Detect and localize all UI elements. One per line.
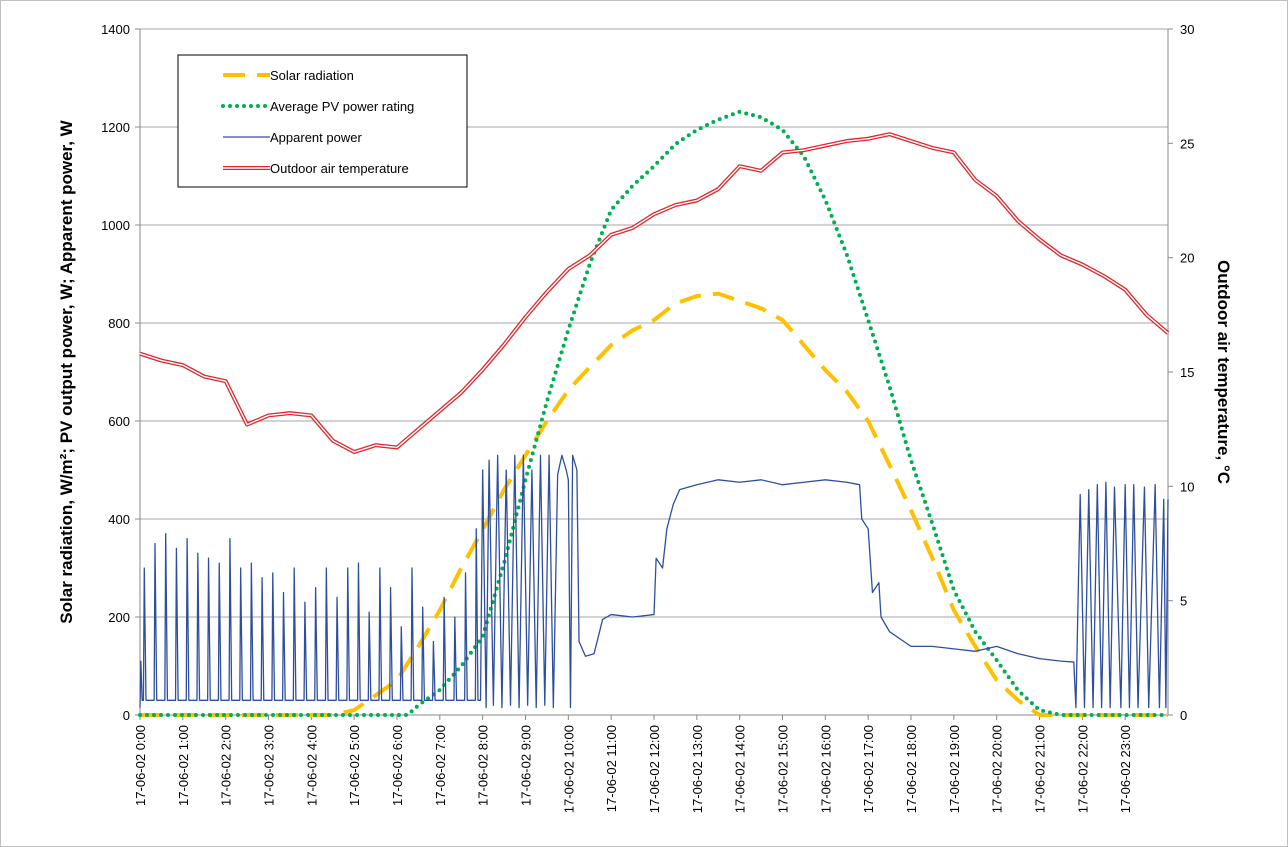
series-line — [139, 454, 1169, 709]
x-tick-label: 17-06-02 16:00 — [818, 725, 833, 813]
x-tick-label: 17-06-02 20:00 — [990, 725, 1005, 813]
x-tick-label: 17-06-02 2:00 — [219, 725, 234, 806]
y2-tick-label: 15 — [1180, 365, 1194, 380]
y2-tick-label: 30 — [1180, 22, 1194, 37]
x-tick-label: 17-06-02 10:00 — [561, 725, 576, 813]
x-tick-label: 17-06-02 11:00 — [604, 725, 619, 812]
legend-label: Average PV power rating — [270, 99, 414, 114]
x-tick-label: 17-06-02 21:00 — [1033, 725, 1048, 813]
y2-tick-label: 10 — [1180, 479, 1194, 494]
y-tick-label: 1200 — [101, 120, 130, 135]
y2-tick-label: 0 — [1180, 708, 1187, 723]
x-tick-label: 17-06-02 7:00 — [433, 725, 448, 806]
y-tick-label: 0 — [123, 708, 130, 723]
y-tick-label: 800 — [108, 316, 130, 331]
x-tick-label: 17-06-02 17:00 — [861, 725, 876, 813]
x-tick-label: 17-06-02 5:00 — [347, 725, 362, 806]
series-line — [139, 133, 1169, 453]
y-tick-label: 1400 — [101, 22, 130, 37]
y2-axis-title: Outdoor air temperature, °C — [1214, 260, 1233, 484]
x-tick-label: 17-06-02 14:00 — [733, 725, 748, 813]
x-tick-label: 17-06-02 19:00 — [947, 725, 962, 813]
y-tick-label: 600 — [108, 414, 130, 429]
y2-tick-label: 25 — [1180, 136, 1194, 151]
series-line — [140, 291, 1168, 717]
x-tick-label: 17-06-02 23:00 — [1118, 725, 1133, 813]
x-tick-label: 17-06-02 18:00 — [904, 725, 919, 813]
y2-tick-label: 5 — [1180, 594, 1187, 609]
legend-label: Outdoor air temperature — [270, 161, 409, 176]
x-tick-label: 17-06-02 3:00 — [262, 725, 277, 806]
legend-label: Apparent power — [270, 130, 362, 145]
y-tick-label: 1000 — [101, 218, 130, 233]
x-tick-label: 17-06-02 15:00 — [776, 725, 791, 813]
x-tick-label: 17-06-02 9:00 — [519, 725, 534, 806]
x-tick-label: 17-06-02 4:00 — [304, 725, 319, 806]
x-tick-label: 17-06-02 6:00 — [390, 725, 405, 806]
legend-label: Solar radiation — [270, 68, 354, 83]
x-tick-label: 17-06-02 1:00 — [176, 725, 191, 806]
x-tick-label: 17-06-02 22:00 — [1075, 725, 1090, 813]
x-tick-label: 17-06-02 8:00 — [476, 725, 491, 806]
x-tick-label: 17-06-02 12:00 — [647, 725, 662, 813]
y-tick-label: 400 — [108, 512, 130, 527]
y-tick-label: 200 — [108, 610, 130, 625]
x-tick-label: 17-06-02 13:00 — [690, 725, 705, 813]
y-axis-title: Solar radiation, W/m²; PV output power, … — [57, 119, 76, 623]
y2-tick-label: 20 — [1180, 251, 1194, 266]
x-tick-label: 17-06-02 0:00 — [133, 725, 148, 806]
